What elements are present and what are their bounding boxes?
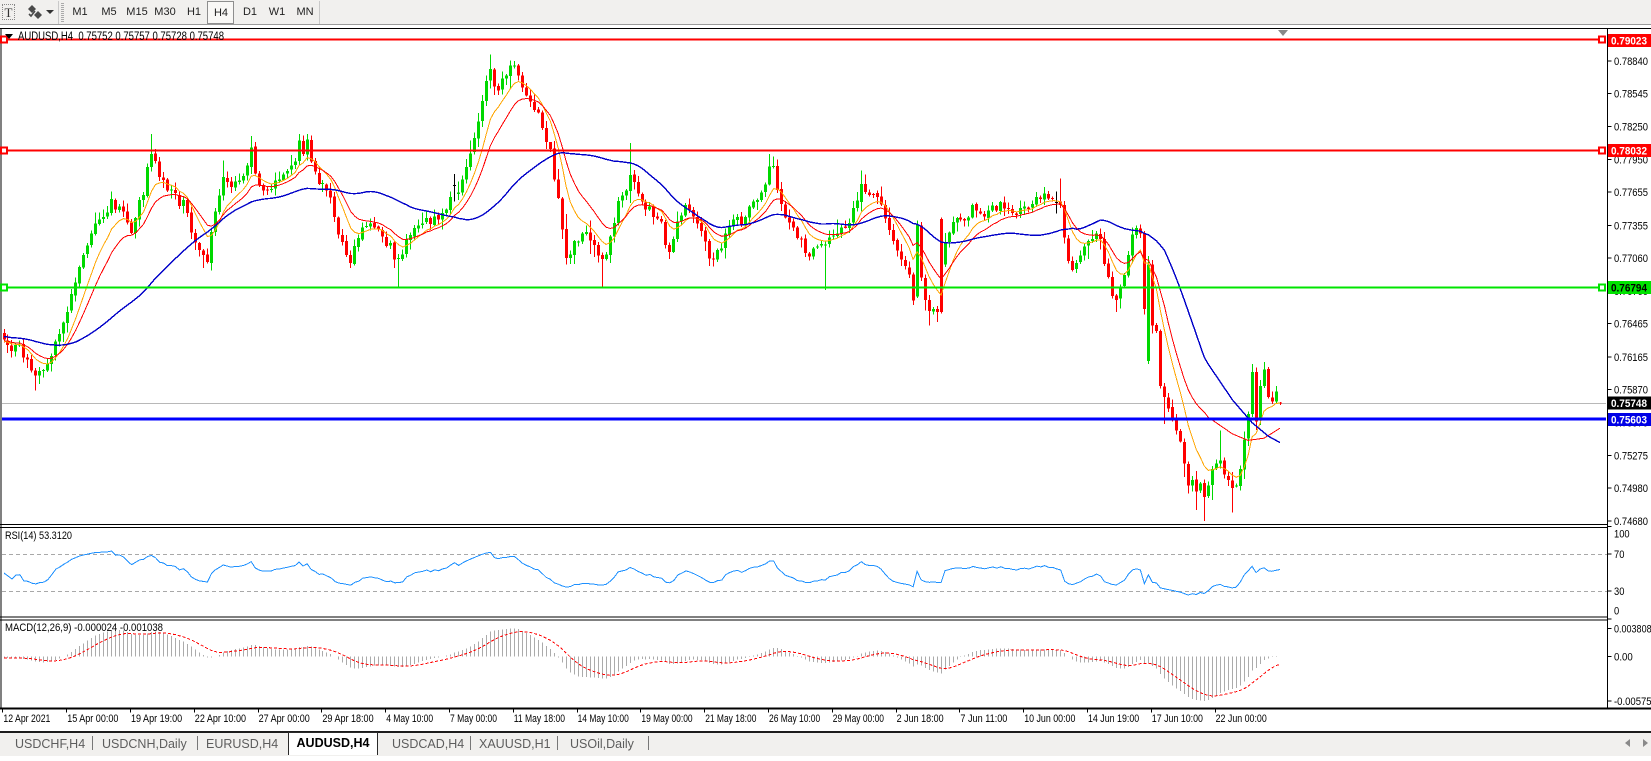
svg-text:0.77950: 0.77950 [1614,155,1648,167]
svg-text:19 Apr 19:00: 19 Apr 19:00 [131,713,182,725]
svg-text:30: 30 [1614,586,1624,598]
svg-text:0.78250: 0.78250 [1614,121,1648,133]
svg-text:0.77355: 0.77355 [1614,220,1648,232]
svg-text:0: 0 [1614,606,1619,618]
svg-text:12 Apr 2021: 12 Apr 2021 [3,713,50,725]
svg-text:0.78032: 0.78032 [1611,146,1647,158]
svg-text:7 May 00:00: 7 May 00:00 [450,713,497,725]
svg-text:0.75275: 0.75275 [1614,450,1648,462]
svg-text:26 May 10:00: 26 May 10:00 [769,713,820,725]
svg-text:0.75603: 0.75603 [1611,415,1647,427]
svg-text:0.75870: 0.75870 [1614,385,1648,397]
svg-text:0.00: 0.00 [1614,651,1633,663]
svg-text:19 May 00:00: 19 May 00:00 [641,713,692,725]
svg-text:15 Apr 00:00: 15 Apr 00:00 [67,713,118,725]
svg-text:0.75748: 0.75748 [1611,398,1647,410]
svg-text:29 May 00:00: 29 May 00:00 [833,713,884,725]
svg-text:0.003808: 0.003808 [1614,624,1651,636]
svg-text:10 Jun 00:00: 10 Jun 00:00 [1024,713,1075,725]
svg-text:22 Apr 10:00: 22 Apr 10:00 [195,713,246,725]
svg-text:0.74680: 0.74680 [1614,516,1648,528]
svg-text:21 May 18:00: 21 May 18:00 [705,713,756,725]
svg-text:0.76794: 0.76794 [1611,283,1648,295]
svg-text:-0.00575: -0.00575 [1614,696,1651,708]
svg-text:7 Jun 11:00: 7 Jun 11:00 [960,713,1007,725]
svg-text:27 Apr 00:00: 27 Apr 00:00 [259,713,310,725]
svg-text:2 Jun 18:00: 2 Jun 18:00 [897,713,944,725]
svg-text:29 Apr 18:00: 29 Apr 18:00 [322,713,373,725]
svg-text:14 Jun 19:00: 14 Jun 19:00 [1088,713,1139,725]
svg-text:0.77060: 0.77060 [1614,253,1648,265]
svg-text:0.76165: 0.76165 [1614,352,1648,364]
svg-text:RSI(14) 53.3120: RSI(14) 53.3120 [5,530,72,542]
svg-text:70: 70 [1614,549,1624,561]
svg-text:MACD(12,26,9) -0.000024 -0.001: MACD(12,26,9) -0.000024 -0.001038 [5,622,163,634]
svg-text:0.76465: 0.76465 [1614,319,1648,331]
svg-text:22 Jun 00:00: 22 Jun 00:00 [1216,713,1267,725]
svg-text:14 May 10:00: 14 May 10:00 [578,713,629,725]
svg-text:0.79023: 0.79023 [1611,36,1647,48]
svg-text:0.77655: 0.77655 [1614,187,1648,199]
svg-text:0.78545: 0.78545 [1614,89,1648,101]
svg-text:17 Jun 10:00: 17 Jun 10:00 [1152,713,1203,725]
svg-text:0.78840: 0.78840 [1614,56,1648,68]
svg-text:0.74980: 0.74980 [1614,483,1648,495]
svg-text:AUDUSD,H4 0.75752 0.75757 0.7: AUDUSD,H4 0.75752 0.75757 0.75728 0.7574… [18,31,224,43]
svg-text:11 May 18:00: 11 May 18:00 [514,713,565,725]
svg-text:4 May 10:00: 4 May 10:00 [386,713,433,725]
svg-text:100: 100 [1614,528,1630,540]
